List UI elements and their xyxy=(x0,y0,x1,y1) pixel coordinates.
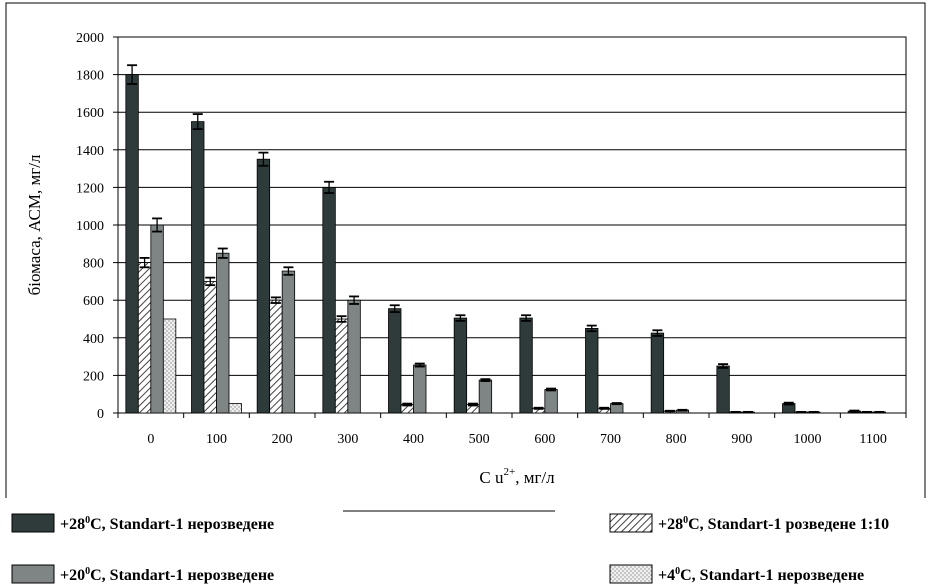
x-tick-label: 500 xyxy=(469,432,490,447)
legend-label-post: C, Standart-1 розведене 1:10 xyxy=(688,516,889,533)
bar xyxy=(453,317,468,414)
y-tick-label: 1200 xyxy=(76,181,104,196)
x-tick-label: 600 xyxy=(534,432,555,447)
legend-label-pre: +28 xyxy=(658,516,683,533)
bar xyxy=(256,158,271,414)
legend-item: +200C, Standart-1 нерозведене xyxy=(11,564,274,584)
x-axis-ticks: 0 100 200 300 400 500 600 700 800 900 1000 1100 xyxy=(117,413,907,447)
legend-label-sup: 0 xyxy=(683,515,688,526)
legend-item: +280C, Standart-1 розведене 1:10 xyxy=(609,513,889,533)
legend-swatch xyxy=(609,513,653,533)
bar xyxy=(585,327,599,414)
svg-text:+280C, Standart-1 розведене 1:: +280C, Standart-1 розведене 1:10 xyxy=(658,515,889,533)
gridlines xyxy=(118,74,906,376)
x-tick-label: 300 xyxy=(337,432,358,447)
y-tick-label: 1600 xyxy=(76,106,104,121)
x-axis-title-unit: , мг/л xyxy=(515,468,555,487)
bar xyxy=(125,74,139,414)
bar xyxy=(322,186,336,414)
bar xyxy=(347,299,361,414)
y-tick-label: 1000 xyxy=(76,219,104,234)
x-tick-label: 200 xyxy=(272,432,293,447)
bar xyxy=(269,299,283,414)
x-tick-label: 700 xyxy=(600,432,621,447)
bar xyxy=(216,252,230,414)
x-tick-label: 800 xyxy=(666,432,687,447)
svg-text:+280C, Standart-1 нерозведене: +280C, Standart-1 нерозведене xyxy=(60,515,274,533)
bar xyxy=(478,379,493,414)
bar xyxy=(228,403,242,414)
x-axis-title-sup: 2+ xyxy=(503,466,515,478)
legend-swatch xyxy=(11,513,55,533)
bar xyxy=(150,224,164,414)
legend-item: +280C, Standart-1 нерозведене xyxy=(11,513,274,533)
y-tick-label: 1800 xyxy=(76,69,104,84)
x-tick-label: 100 xyxy=(206,432,227,447)
x-tick-label: 400 xyxy=(403,432,424,447)
y-tick-label: 800 xyxy=(83,257,104,272)
bar xyxy=(388,308,402,414)
legend-label-pre: +4 xyxy=(658,567,675,584)
x-tick-label: 900 xyxy=(731,432,752,447)
legend-label-post: C, Standart-1 нерозведене xyxy=(90,516,274,533)
chart-frame xyxy=(5,2,926,498)
bar xyxy=(519,317,533,414)
x-tick-label: 0 xyxy=(147,432,154,447)
bars xyxy=(125,64,887,414)
legend-label-post: C, Standart-1 нерозведене xyxy=(680,567,864,584)
legend-label-sup: 0 xyxy=(85,566,90,577)
legend: +280C, Standart-1 нерозведене +280C, Sta… xyxy=(11,513,889,584)
x-tick-label: 1100 xyxy=(859,432,886,447)
svg-text:+40C, Standart-1 нерозведене: +40C, Standart-1 нерозведене xyxy=(658,566,864,584)
legend-label-pre: +20 xyxy=(60,567,85,584)
legend-swatch xyxy=(11,564,55,584)
bar xyxy=(413,364,427,414)
y-axis-title: біомаса, АСМ, мг/л xyxy=(25,154,44,295)
legend-swatch xyxy=(609,564,653,584)
legend-label-sup: 0 xyxy=(85,515,90,526)
y-tick-label: 2000 xyxy=(76,31,104,46)
bar xyxy=(281,270,296,414)
y-axis-ticks: 0 200 400 600 800 1000 1200 1400 1600 1800 2000 xyxy=(76,31,118,422)
x-tick-label: 1000 xyxy=(794,432,822,447)
bar xyxy=(544,389,558,414)
y-tick-label: 600 xyxy=(83,294,104,309)
y-tick-label: 1400 xyxy=(76,144,104,159)
legend-label-pre: +28 xyxy=(60,516,85,533)
x-axis-title-main: C u xyxy=(479,468,504,487)
bar xyxy=(203,280,217,414)
y-tick-label: 200 xyxy=(83,369,104,384)
y-tick-label: 0 xyxy=(97,407,104,422)
legend-label-post: C, Standart-1 нерозведене xyxy=(90,567,274,584)
bar xyxy=(716,365,730,414)
bar xyxy=(334,318,349,414)
bar xyxy=(191,121,205,414)
x-axis-title: C u2+, мг/л xyxy=(479,466,555,487)
legend-label-sup: 0 xyxy=(675,566,680,577)
svg-text:+200C, Standart-1 нерозведене: +200C, Standart-1 нерозведене xyxy=(60,566,274,584)
y-tick-label: 400 xyxy=(83,332,104,347)
bar xyxy=(137,262,152,414)
legend-item: +40C, Standart-1 нерозведене xyxy=(609,564,864,584)
bar xyxy=(162,318,177,414)
bar xyxy=(650,332,665,414)
